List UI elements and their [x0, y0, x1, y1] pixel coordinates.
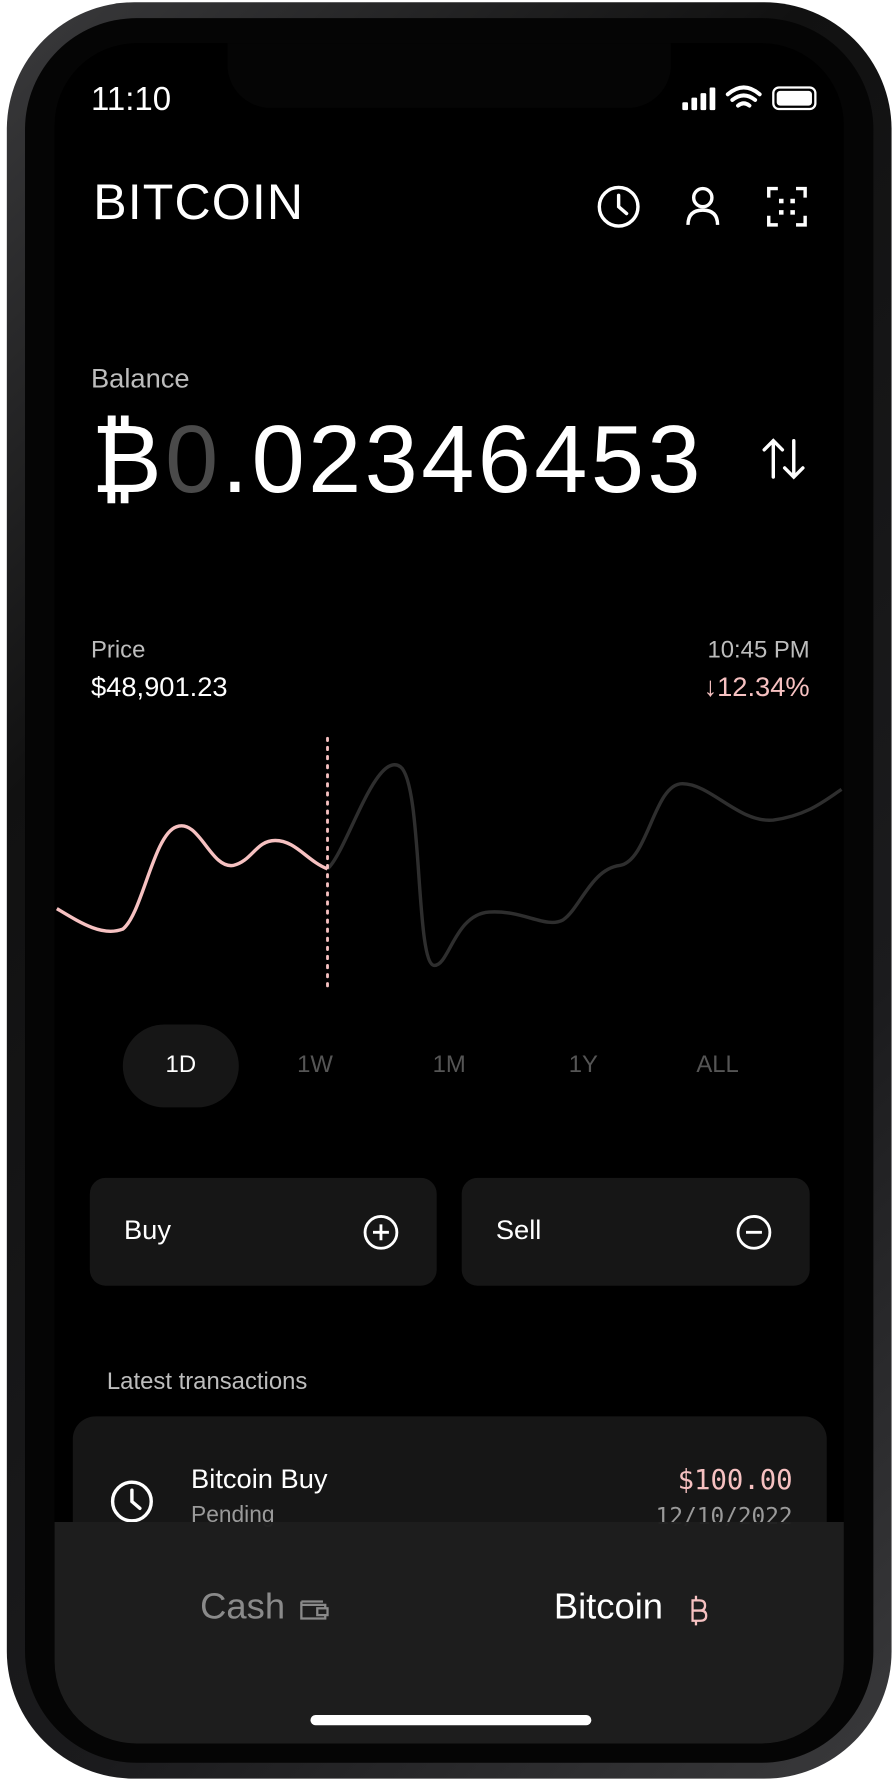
balance-label: Balance: [90, 363, 190, 395]
transaction-amount: $100.00: [677, 1464, 793, 1496]
balance-rest: .02346453: [221, 405, 704, 513]
buy-label: Buy: [123, 1215, 171, 1246]
balance-leading: 0: [165, 405, 222, 513]
range-tab[interactable]: 1W: [297, 1051, 333, 1078]
pending-icon: [110, 1480, 153, 1523]
price-label: Price: [90, 637, 146, 664]
status-icons: [682, 85, 817, 111]
transactions-title: Latest transactions: [106, 1368, 308, 1395]
range-tab[interactable]: 1M: [432, 1051, 466, 1078]
price-time: 10:45 PM: [707, 637, 810, 664]
price-change: ↓12.34%: [703, 672, 810, 704]
tab-cash[interactable]: Cash: [200, 1585, 286, 1627]
range-selected: [122, 1024, 239, 1108]
notch: [227, 43, 671, 108]
home-indicator: [310, 1715, 592, 1726]
range-tab[interactable]: ALL: [696, 1051, 739, 1078]
sell-label: Sell: [495, 1215, 542, 1246]
swap-icon[interactable]: [760, 434, 810, 484]
price-chart: [55, 736, 843, 992]
chart-line: [55, 824, 329, 933]
status-time: 11:10: [90, 81, 172, 119]
sell-button[interactable]: Sell: [461, 1177, 810, 1286]
price-value: $48,901.23: [90, 672, 228, 704]
plus-icon: [363, 1215, 399, 1250]
tab-bar: Cash Bitcoin: [54, 1521, 844, 1744]
tab-bitcoin[interactable]: Bitcoin: [553, 1585, 664, 1627]
wallet-icon: [300, 1600, 329, 1620]
transaction-name[interactable]: Bitcoin Buy: [191, 1464, 328, 1495]
range-tab[interactable]: 1D: [165, 1051, 197, 1078]
minus-icon: [736, 1215, 772, 1250]
chart-line-future: [326, 763, 843, 968]
range-tab[interactable]: 1Y: [568, 1051, 598, 1078]
header-icons[interactable]: [591, 179, 818, 236]
currency-symbol: ₿: [90, 405, 166, 513]
buy-button[interactable]: Buy: [89, 1177, 437, 1286]
balance-amount: ₿0.02346453: [91, 404, 704, 514]
bitcoin-icon: [691, 1595, 708, 1626]
app-title: BITCOIN: [93, 174, 305, 231]
